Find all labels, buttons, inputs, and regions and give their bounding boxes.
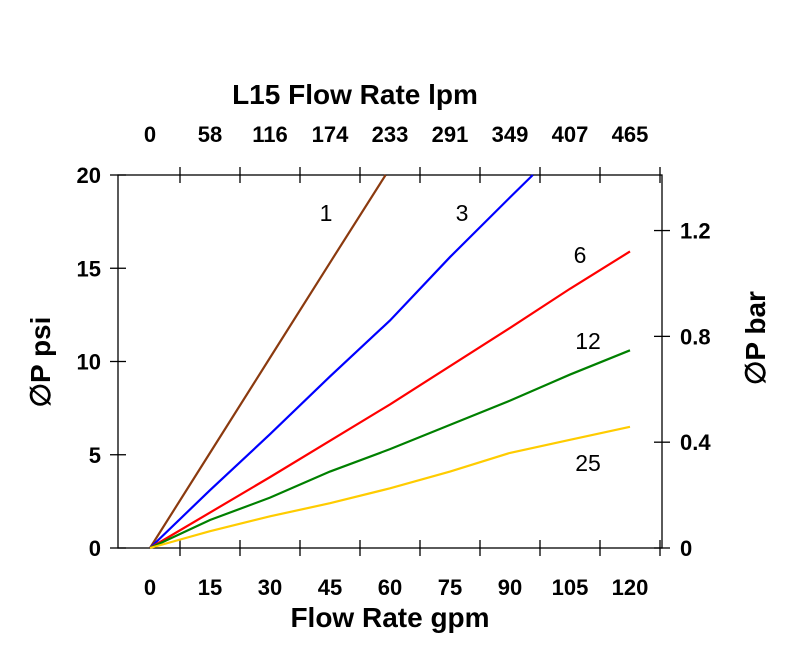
y-axis-title: ∅P psi: [25, 317, 56, 408]
series-label-1: 1: [320, 200, 333, 226]
series-line-3: [149, 174, 534, 549]
x-tick-label: 15: [198, 575, 222, 600]
series-label-6: 6: [574, 242, 587, 268]
series-lines: 1 3 6 12 25: [149, 174, 631, 550]
y-right-tick-label: 0.8: [680, 324, 711, 349]
plot-frame: [117, 174, 663, 549]
y-tick-label: 10: [77, 350, 101, 375]
y-right-tick-label: 1.2: [680, 219, 711, 244]
x-tick-label: 60: [378, 575, 402, 600]
top-axis-title: L15 Flow Rate lpm: [232, 79, 478, 110]
y-right-tick-label: 0: [680, 536, 692, 561]
y-right-tick-label: 0.4: [680, 430, 711, 455]
x-axis-title: Flow Rate gpm: [290, 602, 489, 633]
top-tick-label: 465: [612, 122, 649, 147]
x-tick-label: 90: [498, 575, 522, 600]
x-tick-label: 75: [438, 575, 462, 600]
x-tick-label: 105: [552, 575, 589, 600]
x-tick-label: 30: [258, 575, 282, 600]
series-label-3: 3: [456, 200, 469, 226]
top-tick-label: 349: [492, 122, 529, 147]
series-label-12: 12: [575, 328, 601, 354]
top-tick-label: 233: [372, 122, 409, 147]
y-tick-label: 15: [77, 256, 101, 281]
top-tick-label: 0: [144, 122, 156, 147]
series-line-12: [149, 349, 631, 549]
series-line-1: [149, 174, 387, 549]
y-tick-label: 0: [89, 536, 101, 561]
series-line-6: [149, 250, 631, 549]
top-tick-label: 116: [252, 122, 288, 147]
series-line-25: [149, 425, 631, 550]
x-tick-label: 45: [318, 575, 342, 600]
x-tick-label: 120: [612, 575, 649, 600]
top-tick-label: 174: [312, 122, 349, 147]
top-tick-label: 58: [198, 122, 222, 147]
y-right-axis-title: ∅P bar: [740, 291, 771, 385]
y-tick-label: 5: [89, 443, 101, 468]
top-tick-label: 407: [552, 122, 589, 147]
y-tick-label: 20: [77, 163, 101, 188]
axes: 0015583011645174602337529190349105407120…: [77, 122, 712, 600]
top-tick-label: 291: [432, 122, 469, 147]
series-label-25: 25: [575, 450, 601, 476]
x-tick-label: 0: [144, 575, 156, 600]
